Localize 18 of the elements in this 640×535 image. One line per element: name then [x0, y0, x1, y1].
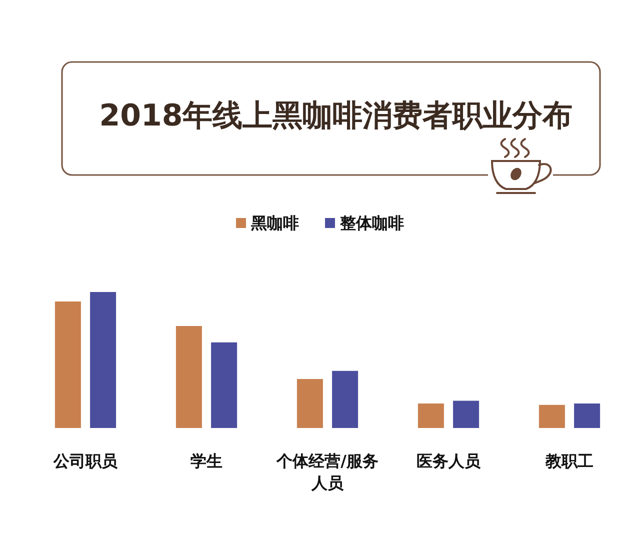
bar [418, 404, 444, 428]
bar [90, 292, 116, 428]
x-tick-label: 医务人员 [416, 452, 482, 470]
bar [296, 379, 323, 428]
x-tick-label: 公司职员 [52, 452, 118, 470]
x-tick-label: 学生 [190, 452, 222, 470]
x-tick-label: 个体经营/服务人员 [276, 452, 378, 492]
bar [211, 342, 238, 428]
bar [538, 404, 565, 428]
bar [453, 400, 480, 428]
bar [176, 326, 202, 428]
legend-label: 黑咖啡 [250, 214, 299, 232]
chart-title: 2018年线上黑咖啡消费者职业分布 [99, 98, 573, 134]
bar [574, 404, 600, 428]
bar [54, 302, 81, 428]
x-tick-label: 教职工 [544, 452, 594, 470]
legend-label: 整体咖啡 [339, 214, 404, 232]
bar [332, 370, 358, 428]
